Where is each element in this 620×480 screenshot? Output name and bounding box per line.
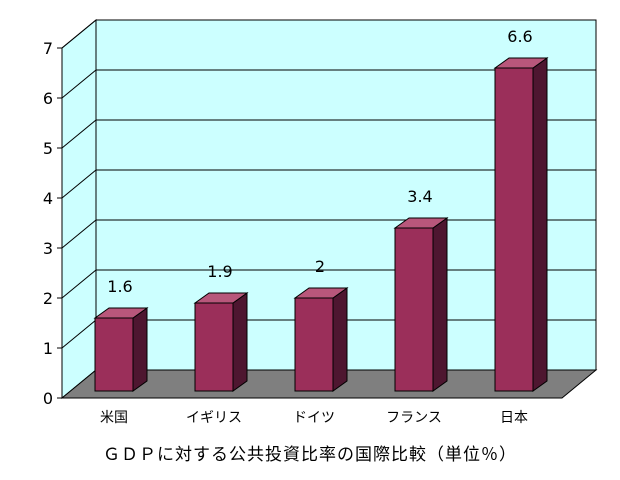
bar-side (232, 292, 248, 392)
gridline (61, 69, 596, 99)
bar-side (132, 307, 148, 392)
data-label: 1.6 (107, 277, 132, 296)
bar (194, 302, 234, 392)
y-tick-label: 0 (43, 389, 53, 408)
bar-side (432, 217, 448, 392)
gridline (61, 19, 596, 49)
chart-title: ＧＤＰに対する公共投資比率の国際比較（単位％） (103, 445, 517, 465)
y-tick-label: 3 (43, 239, 53, 258)
bar (94, 317, 134, 392)
y-tick-label: 1 (43, 339, 53, 358)
x-tick-label: 米国 (100, 410, 128, 426)
side-wall (61, 18, 97, 400)
y-tick-label: 5 (43, 139, 53, 158)
x-tick-label: イギリス (186, 410, 242, 426)
bar-side (532, 57, 548, 392)
bar (494, 67, 534, 392)
data-label: 3.4 (407, 187, 432, 206)
bar (294, 297, 334, 392)
data-label: 6.6 (507, 27, 532, 46)
y-tick-label: 7 (43, 39, 53, 58)
x-tick-label: フランス (386, 410, 442, 426)
gridline (61, 119, 596, 149)
x-tick-label: ドイツ (293, 410, 335, 426)
y-tick-label: 2 (43, 289, 53, 308)
y-tick-label: 4 (43, 189, 53, 208)
bar-side (332, 287, 348, 392)
gridline (61, 169, 596, 199)
bar (394, 227, 434, 392)
x-tick-label: 日本 (500, 410, 528, 426)
data-label: 1.9 (207, 262, 232, 281)
y-tick-label: 6 (43, 89, 53, 108)
data-label: 2 (315, 257, 325, 276)
